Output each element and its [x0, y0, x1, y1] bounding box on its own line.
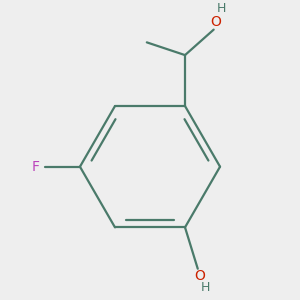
Text: H: H [217, 2, 226, 15]
Text: O: O [210, 15, 221, 29]
Text: H: H [201, 281, 210, 294]
Text: F: F [32, 160, 40, 174]
Text: O: O [194, 269, 205, 283]
